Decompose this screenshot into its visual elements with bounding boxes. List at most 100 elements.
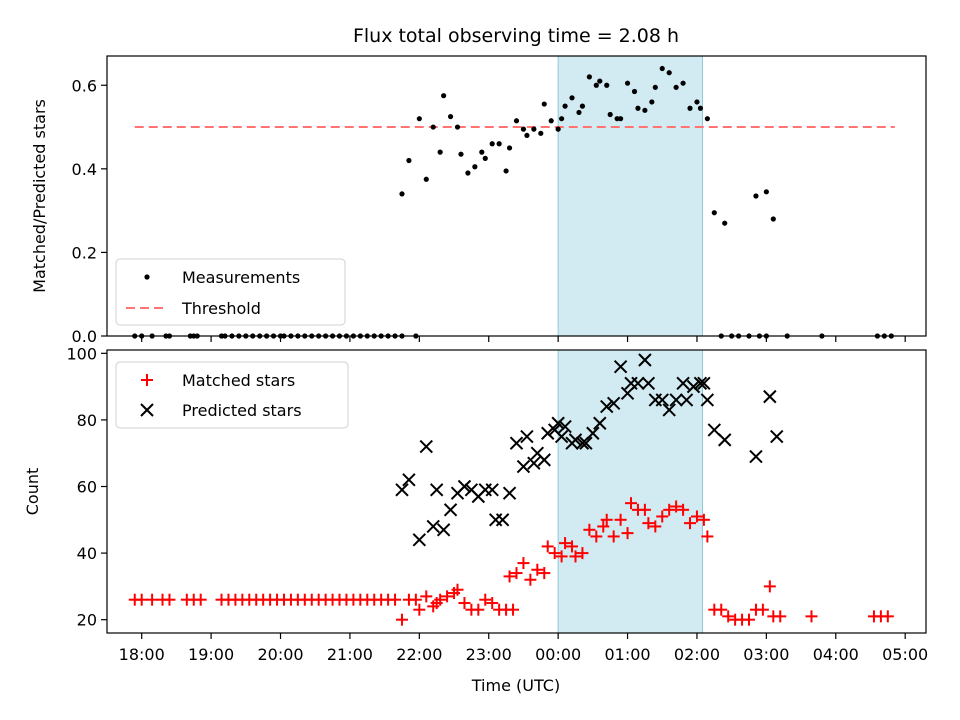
matched-star-point <box>625 497 638 510</box>
measurement-point <box>624 80 631 86</box>
predicted-star-point <box>443 503 458 517</box>
predicted-star-point <box>457 479 472 494</box>
predicted-star-point <box>613 359 628 374</box>
measurement-point <box>666 70 672 76</box>
matched-star-point <box>642 517 655 530</box>
matched-star-point <box>649 520 662 533</box>
predicted-star-point <box>516 459 531 474</box>
y-tick-label: 80 <box>77 411 97 430</box>
predicted-star-point <box>620 386 635 400</box>
matched-star-point <box>677 503 690 516</box>
measurement-points <box>132 65 894 339</box>
matched-star-point <box>524 573 537 586</box>
matched-star-point <box>420 590 433 603</box>
top-panel: 0.0 0.2 0.4 0.6 Matched/Predicted stars Mea… <box>30 55 927 346</box>
predicted-star-point <box>568 433 583 447</box>
predicted-star-point <box>554 429 569 444</box>
matched-star-point <box>163 593 176 606</box>
bottom-highlight-span <box>557 349 704 634</box>
matched-star-point <box>413 603 426 616</box>
bottom-legend: Matched stars Predicted stars <box>115 361 349 429</box>
x-tick-label: 01:00 <box>604 645 650 664</box>
measurement-point <box>555 126 561 132</box>
measurement-point <box>441 93 447 99</box>
matched-star-point <box>559 537 572 550</box>
bottom-legend-box <box>115 361 349 429</box>
measurement-point <box>618 116 624 122</box>
predicted-star-point <box>412 533 427 547</box>
measurement-point <box>531 126 537 132</box>
matched-star-point <box>656 510 669 523</box>
measurement-point <box>579 103 586 109</box>
matched-star-point <box>684 517 697 530</box>
legend-label-matched: Matched stars <box>182 371 295 390</box>
measurement-point <box>406 157 412 164</box>
measurement-point <box>562 103 568 109</box>
matched-star-points <box>128 497 894 626</box>
predicted-star-point <box>478 483 492 497</box>
x-tick-label: 23:00 <box>466 645 512 664</box>
x-tick-label: 00:00 <box>535 645 581 664</box>
y-tick-label: 20 <box>77 611 97 630</box>
matched-star-point <box>670 500 683 513</box>
measurement-point <box>416 116 422 122</box>
measurement-point <box>593 82 599 88</box>
matched-star-point <box>503 570 516 583</box>
matched-star-point <box>590 530 603 543</box>
matched-star-point <box>135 593 148 606</box>
predicted-star-point <box>606 396 621 410</box>
predicted-star-point <box>770 429 784 444</box>
measurement-point <box>524 132 530 139</box>
measurement-point <box>722 220 728 226</box>
top-x-ticks <box>141 336 906 342</box>
legend-marker-predicted <box>140 403 154 417</box>
matched-star-point <box>715 603 728 616</box>
predicted-star-point <box>686 379 701 394</box>
predicted-star-point <box>641 376 656 391</box>
measurement-point <box>430 124 436 130</box>
legend-label-threshold: Threshold <box>181 299 261 318</box>
measurement-point <box>763 189 769 195</box>
matched-star-point <box>621 527 634 540</box>
x-axis-label: Time (UTC) <box>471 676 560 695</box>
y-tick-label: 0.6 <box>72 76 97 95</box>
measurement-point <box>607 111 613 118</box>
measurement-point <box>569 95 575 101</box>
measurement-point <box>489 141 495 147</box>
matched-star-point <box>597 520 610 533</box>
predicted-star-points <box>395 353 784 547</box>
legend-marker-matched <box>141 374 153 386</box>
matched-star-point <box>881 610 894 623</box>
predicted-star-point <box>676 376 690 391</box>
predicted-star-point <box>662 403 676 417</box>
matched-star-point <box>569 550 582 563</box>
predicted-star-point <box>700 393 715 407</box>
matched-star-point <box>555 550 568 563</box>
x-tick-label: 03:00 <box>743 645 789 664</box>
matched-star-point <box>517 557 530 570</box>
predicted-star-point <box>697 376 711 391</box>
y-tick-label: 0.4 <box>72 160 97 179</box>
predicted-star-point <box>541 426 555 440</box>
matched-star-point <box>507 603 520 616</box>
predicted-star-point <box>558 419 572 434</box>
measurement-point <box>559 116 565 122</box>
matched-star-point <box>441 590 454 603</box>
predicted-star-point <box>527 456 541 470</box>
measurement-point <box>454 124 461 130</box>
measurement-point <box>447 113 454 120</box>
measurement-point <box>496 141 502 147</box>
measurement-point <box>770 216 776 222</box>
matched-star-point <box>451 583 464 596</box>
predicted-star-point <box>551 416 565 430</box>
measurement-point <box>586 74 592 80</box>
measurement-point <box>649 99 655 105</box>
y-tick-label: 100 <box>66 344 97 363</box>
predicted-star-point <box>485 483 499 497</box>
measurement-point <box>576 109 582 116</box>
predicted-star-point <box>395 483 409 497</box>
measurement-point <box>399 191 405 197</box>
predicted-star-point <box>436 523 451 537</box>
measurement-point <box>472 164 478 170</box>
